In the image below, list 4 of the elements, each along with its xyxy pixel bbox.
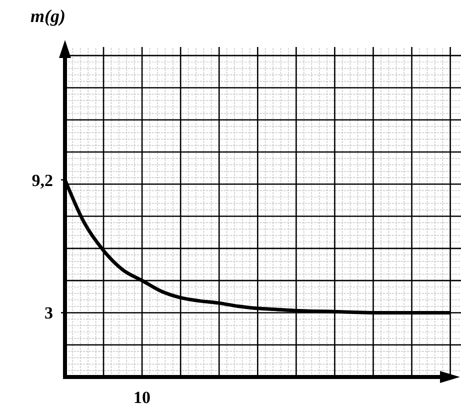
text: 10 xyxy=(134,388,151,407)
y-tick-label: 3 xyxy=(44,304,53,323)
y-axis-title: m(g) xyxy=(30,6,66,26)
y-tick-label: 9,2 xyxy=(32,170,53,190)
